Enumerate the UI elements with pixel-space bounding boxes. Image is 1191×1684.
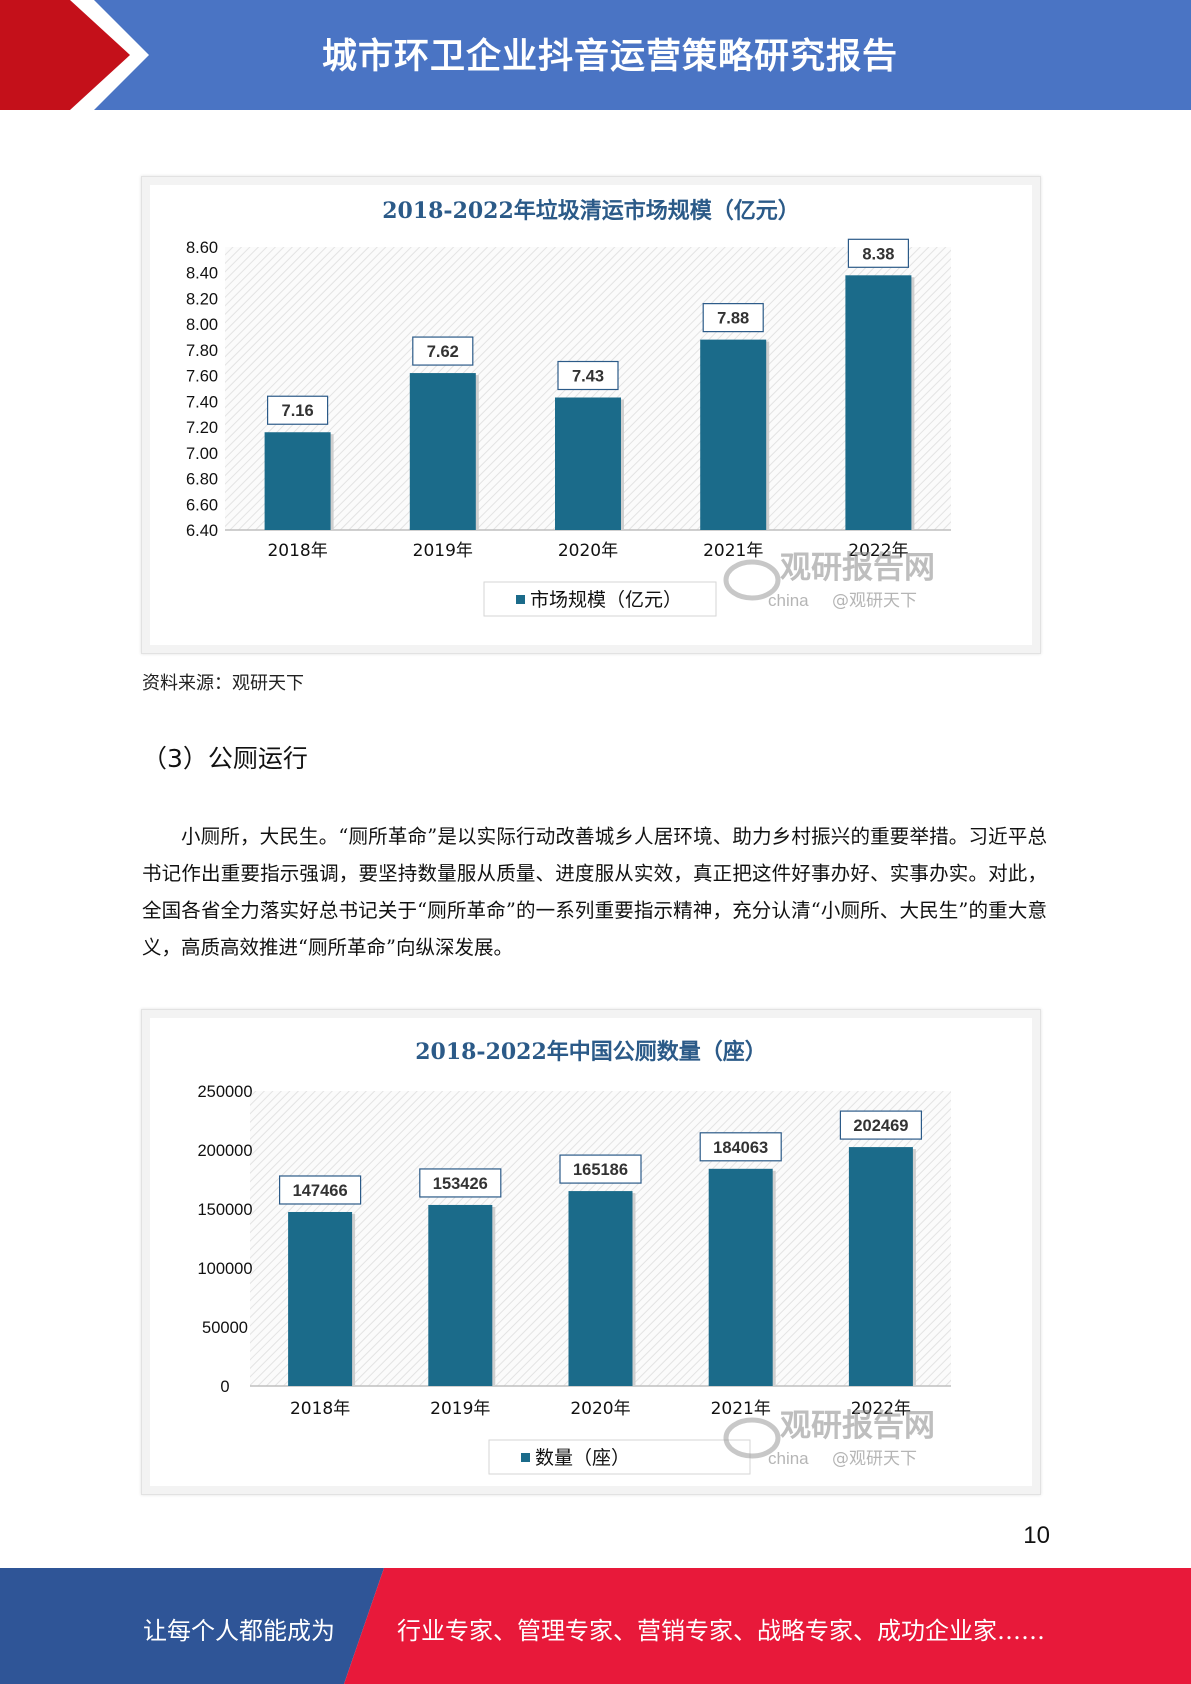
data-label-box: [412, 336, 474, 366]
page-number: 10: [1023, 1522, 1050, 1549]
data-label-box: [702, 303, 764, 333]
legend-label: 数量（座）: [535, 1447, 630, 1469]
page-footer: 让每个人都能成为 行业专家、管理专家、营销专家、战略专家、成功企业家……: [0, 1568, 1191, 1684]
header-arrow-decoration: [0, 0, 149, 110]
watermark-swirl-icon: [723, 1417, 781, 1459]
y-tick-label: 8.60: [186, 239, 218, 257]
x-tick-label: 2018年: [267, 541, 327, 561]
data-label-box: [839, 1110, 923, 1140]
y-tick-label: 0: [220, 1378, 229, 1396]
y-tick-label: 150000: [197, 1201, 252, 1219]
data-label-box: [557, 360, 619, 391]
y-tick-label: 100000: [197, 1260, 252, 1278]
chart-market-size: 2018-2022年垃圾清运市场规模（亿元） 8.60 8.40 8.20 8.00 7.…: [141, 176, 1041, 654]
bar: [264, 432, 331, 530]
watermark-sub: china: [768, 1449, 809, 1468]
data-label: 7.88: [717, 310, 749, 328]
watermark-handle: @观研天下: [832, 591, 917, 611]
y-tick-label: 6.60: [186, 496, 218, 514]
y-tick-label: 200000: [197, 1142, 252, 1160]
data-label: 7.43: [572, 368, 604, 386]
legend-swatch: [521, 1453, 530, 1462]
data-label-box: [266, 395, 329, 425]
x-tick-label: 2019年: [413, 541, 473, 561]
y-tick-label: 8.40: [186, 265, 218, 283]
y-tick-label: 8.20: [186, 290, 218, 308]
data-label: 184063: [713, 1139, 768, 1157]
section-heading: （3）公厕运行: [142, 744, 308, 773]
bar: [708, 1168, 773, 1386]
legend-label: 市场规模（亿元）: [530, 589, 682, 611]
bar: [568, 1191, 633, 1386]
data-label: 7.62: [427, 343, 459, 361]
y-tick-label: 6.40: [186, 522, 218, 540]
y-tick-label: 50000: [202, 1319, 248, 1337]
watermark-logo: 观研报告网 china @观研天下: [723, 550, 935, 611]
y-tick-label: 6.80: [186, 471, 218, 489]
bar: [288, 1211, 353, 1386]
data-label: 8.38: [862, 245, 894, 263]
data-label: 165186: [573, 1161, 628, 1179]
footer-slogan-right: 行业专家、管理专家、营销专家、战略专家、成功企业家……: [397, 1617, 1045, 1645]
y-tick-label: 7.40: [186, 393, 218, 411]
bar: [848, 1147, 913, 1386]
data-label: 202469: [853, 1117, 908, 1135]
watermark-sub: china: [768, 591, 809, 610]
legend-swatch: [516, 595, 525, 604]
data-label: 147466: [293, 1182, 348, 1200]
bar: [409, 373, 476, 530]
x-tick-label: 2022年: [848, 541, 908, 561]
chart-market-size-svg: 2018-2022年垃圾清运市场规模（亿元） 8.60 8.40 8.20 8.00 7.…: [186, 198, 951, 617]
watermark-logo: 观研报告网 china @观研天下: [723, 1408, 935, 1469]
x-tick-label: 2021年: [703, 541, 763, 561]
x-tick-label: 2021年: [711, 1399, 771, 1419]
chart-toilet-count: 2018-2022年中国公厕数量（座） 250000 200000 150000 100…: [141, 1009, 1041, 1495]
y-tick-label: 7.80: [186, 342, 218, 360]
data-label: 153426: [433, 1175, 488, 1193]
chart-toilet-count-svg: 2018-2022年中国公厕数量（座） 250000 200000 150000 100…: [197, 1039, 951, 1475]
bar: [555, 397, 621, 530]
body-paragraph: 小厕所，大民生。“厕所革命”是以实际行动改善城乡人居环境、助力乡村振兴的重要举措…: [142, 825, 1047, 959]
y-tick-label: 7.20: [186, 419, 218, 437]
source-note: 资料来源：观研天下: [142, 673, 304, 694]
data-label: 7.16: [282, 402, 314, 420]
data-label-box: [847, 238, 910, 268]
bar: [700, 339, 767, 530]
report-title: 城市环卫企业抖音运营策略研究报告: [321, 37, 898, 77]
watermark-brand: 观研报告网: [780, 550, 935, 586]
bar: [845, 275, 912, 530]
x-tick-label: 2019年: [430, 1399, 490, 1419]
footer-background: [0, 1568, 1191, 1684]
data-label-box: [419, 1168, 502, 1198]
y-tick-label: 250000: [197, 1083, 252, 1101]
y-tick-label: 7.00: [186, 445, 218, 463]
watermark-handle: @观研天下: [832, 1449, 917, 1469]
data-label-box: [279, 1175, 362, 1205]
page-header: 城市环卫企业抖音运营策略研究报告: [0, 0, 1191, 110]
watermark-swirl-icon: [723, 559, 781, 601]
x-tick-label: 2020年: [558, 541, 618, 561]
chart-title: 2018-2022年垃圾清运市场规模（亿元）: [382, 198, 800, 224]
x-tick-label: 2022年: [851, 1399, 911, 1419]
x-tick-label: 2018年: [290, 1399, 350, 1419]
data-label-box: [699, 1132, 782, 1162]
watermark-brand: 观研报告网: [780, 1408, 935, 1444]
chart-title: 2018-2022年中国公厕数量（座）: [415, 1039, 767, 1065]
data-label-box: [559, 1154, 642, 1184]
legend-box: [488, 1439, 751, 1475]
bar: [428, 1204, 493, 1386]
footer-slogan-left: 让每个人都能成为: [143, 1617, 335, 1645]
x-tick-label: 2020年: [570, 1399, 630, 1419]
y-tick-label: 8.00: [186, 316, 218, 334]
y-tick-label: 7.60: [186, 368, 218, 386]
